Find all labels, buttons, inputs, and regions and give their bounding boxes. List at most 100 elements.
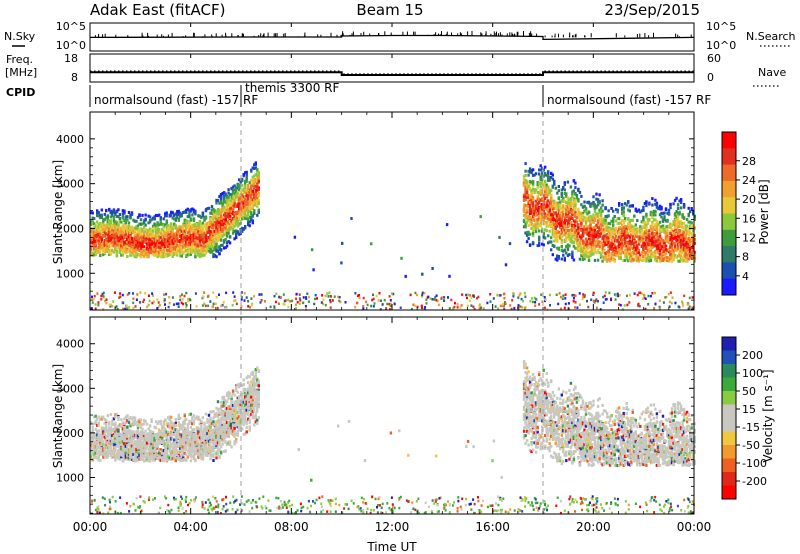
echo-cell — [231, 224, 235, 228]
echo-cell — [557, 211, 560, 215]
echo-cell — [654, 228, 657, 231]
noise-spikes — [94, 31, 692, 38]
echo-cell — [203, 248, 206, 252]
echo-cell — [612, 258, 615, 262]
echo-cell — [646, 235, 650, 239]
echo-cell — [120, 247, 123, 251]
echo-cell — [660, 211, 663, 215]
echo-cell — [533, 212, 536, 216]
echo-cell — [91, 230, 94, 234]
echo-cell — [524, 196, 527, 200]
echo-cell — [250, 212, 253, 216]
echo-cell — [612, 242, 615, 246]
echo-cell — [195, 245, 199, 249]
echo-cell — [522, 214, 526, 217]
echo-cell — [194, 232, 197, 236]
echo-cell — [118, 230, 122, 234]
echo-cell — [621, 203, 624, 206]
echo-cell — [622, 259, 625, 262]
echo-cell — [568, 204, 571, 208]
echo-cell — [204, 215, 208, 219]
echo-cell — [179, 244, 182, 248]
echo-cell — [589, 202, 592, 206]
echo-cell — [250, 207, 253, 211]
echo-cell — [120, 232, 123, 236]
echo-cell — [654, 198, 657, 202]
echo-cell — [553, 235, 556, 238]
echo-cell — [554, 213, 557, 217]
echo-cell — [133, 255, 137, 259]
echo-cell — [586, 212, 589, 216]
echo-cell — [227, 231, 230, 235]
echo-cell — [144, 223, 147, 227]
echo-cell — [96, 239, 99, 243]
echo-cell — [136, 253, 140, 256]
echo-cell — [581, 218, 585, 222]
echo-cell — [127, 241, 131, 245]
echo-cell — [245, 214, 248, 218]
echo-cell — [174, 233, 177, 237]
noise-sky-line — [89, 34, 695, 41]
echo-cell — [177, 245, 180, 249]
echo-cell — [136, 226, 140, 230]
echo-cell — [661, 219, 665, 223]
echo-cell — [138, 214, 141, 218]
echo-cell — [231, 197, 235, 200]
echo-cell — [560, 188, 563, 192]
echo-cell — [198, 232, 202, 236]
echo-cell — [531, 230, 535, 234]
echo-cell — [527, 173, 530, 177]
echo-cell — [628, 219, 631, 222]
echo-cell — [204, 240, 208, 244]
echo-cell — [120, 237, 123, 240]
echo-cell — [673, 219, 677, 222]
echo-cell — [106, 233, 109, 237]
echo-cell — [672, 234, 675, 238]
echo-cell — [586, 230, 589, 234]
echo-cell — [182, 222, 185, 226]
echo-cell — [210, 208, 214, 212]
echo-cell — [245, 194, 248, 198]
echo-cell — [158, 237, 161, 241]
echo-cell — [204, 251, 208, 255]
echo-cell — [630, 233, 633, 237]
echo-cell — [584, 206, 588, 210]
echo-cell — [562, 196, 565, 200]
echo-cell — [664, 252, 668, 255]
echo-cell — [96, 226, 99, 229]
echo-cell — [198, 214, 202, 218]
echo-cell — [541, 215, 544, 219]
echo-cell — [201, 231, 205, 235]
echo-cell — [242, 209, 245, 212]
echo-cell — [138, 228, 141, 232]
echo-cell — [572, 258, 576, 262]
echo-cell — [596, 200, 600, 203]
echo-cell — [654, 256, 657, 260]
echo-cell — [158, 245, 161, 249]
echo-cell — [618, 249, 621, 253]
echo-cell — [114, 244, 117, 248]
echo-cell — [141, 250, 144, 253]
echo-cell — [663, 218, 666, 221]
echo-cell — [658, 220, 662, 224]
echo-cell — [642, 239, 645, 243]
echo-cell — [634, 240, 637, 244]
echo-cell — [117, 236, 120, 240]
echo-cell — [657, 241, 660, 245]
echo-cell — [675, 236, 678, 239]
echo-cell — [94, 243, 97, 246]
echo-cell — [669, 226, 672, 230]
echo-cell — [608, 244, 612, 248]
echo-cell — [631, 235, 634, 239]
echo-cell — [221, 221, 224, 225]
echo-cell — [601, 259, 604, 263]
echo-cell — [219, 210, 223, 214]
echo-cell — [126, 241, 129, 245]
echo-cell — [562, 222, 565, 226]
echo-cell — [612, 223, 615, 227]
echo-cell — [527, 193, 530, 197]
echo-cell — [253, 196, 256, 200]
echo-cell — [631, 228, 634, 232]
echo-cell — [666, 225, 669, 228]
echo-cell — [541, 167, 544, 170]
